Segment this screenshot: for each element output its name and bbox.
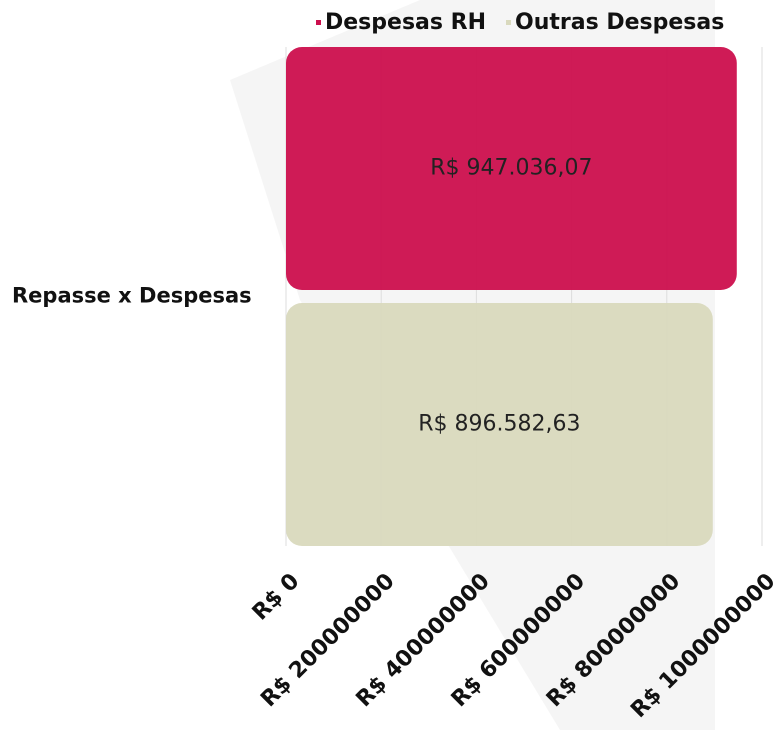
- legend-label: Outras Despesas: [515, 10, 724, 35]
- legend-swatch: [316, 20, 321, 25]
- value-label: R$ 896.582,63: [418, 412, 580, 437]
- legend-label: Despesas RH: [325, 10, 486, 35]
- value-label: R$ 947.036,07: [430, 156, 592, 181]
- bar: [286, 303, 713, 546]
- x-tick-label: R$ 0: [248, 569, 305, 626]
- legend-swatch: [506, 20, 511, 25]
- bar: [286, 47, 737, 290]
- category-label: Repasse x Despesas: [12, 284, 252, 308]
